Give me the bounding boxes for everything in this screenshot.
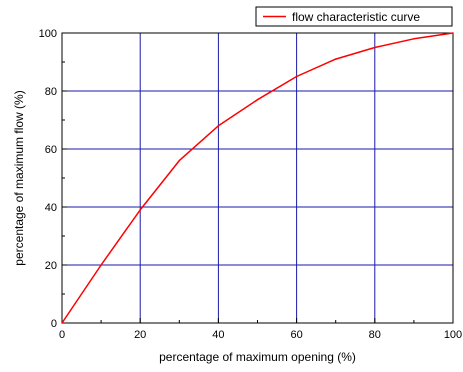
data-point [100, 264, 102, 266]
data-point [61, 322, 63, 324]
plot-frame [61, 32, 454, 324]
x-tick-label: 0 [59, 329, 65, 341]
data-point [178, 159, 181, 162]
x-tick-label: 20 [134, 329, 146, 341]
y-axis-ticks: 0 20 40 60 80 100 [39, 28, 67, 330]
y-tick-label: 100 [39, 28, 57, 40]
x-tick-label: 60 [290, 329, 302, 341]
y-tick-label: 40 [45, 202, 57, 214]
series [61, 32, 454, 324]
data-point [217, 125, 220, 127]
data-point [334, 58, 337, 60]
data-point [256, 98, 259, 101]
series-line-0 [61, 32, 454, 324]
data-point [413, 38, 415, 40]
data-point [374, 46, 376, 49]
legend-label: flow characteristic curve [292, 10, 420, 24]
y-tick-label: 80 [45, 86, 57, 98]
x-axis-label: percentage of maximum opening (%) [159, 350, 356, 364]
grid [62, 33, 453, 323]
x-tick-label: 100 [444, 329, 462, 341]
y-tick-label: 20 [45, 260, 57, 272]
y-tick-label: 0 [51, 318, 57, 330]
data-point [295, 75, 298, 78]
y-axis-label: percentage of maximum flow (%) [12, 90, 26, 265]
x-tick-label: 80 [369, 329, 381, 341]
axes [61, 32, 454, 324]
x-axis-ticks: 0 20 40 60 80 100 [59, 318, 462, 341]
data-point [452, 32, 454, 34]
legend-box [255, 6, 453, 27]
y-tick-label: 60 [45, 144, 57, 156]
x-tick-label: 40 [212, 329, 224, 341]
legend: flow characteristic curve [255, 6, 453, 27]
data-point [139, 209, 141, 211]
